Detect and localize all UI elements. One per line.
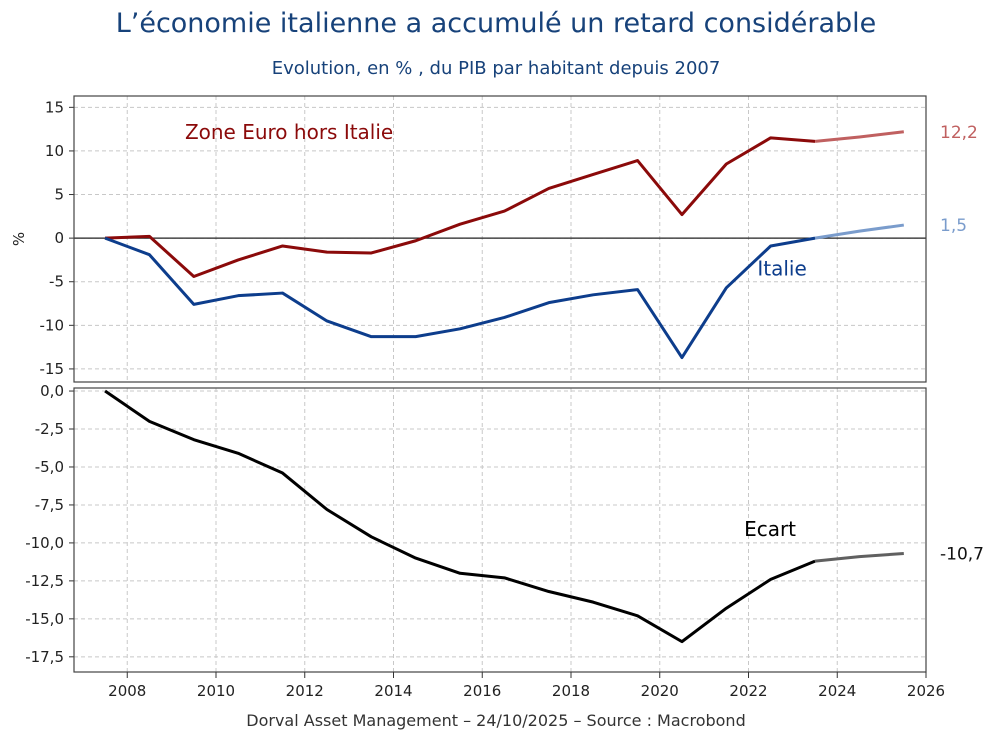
xtick-label: 2018 — [552, 682, 590, 700]
chart-subtitle: Evolution, en % , du PIB par habitant de… — [271, 58, 721, 79]
end-value-label-italie: 1,5 — [940, 216, 967, 236]
xtick-label: 2022 — [729, 682, 767, 700]
bottom-panel-ytick-label: 0,0 — [40, 382, 64, 400]
top-panel-ytick-label: 15 — [45, 98, 64, 116]
bottom-panel-ytick-label: -12,5 — [25, 572, 64, 590]
series-label-zone-euro-hors-italie: Zone Euro hors Italie — [185, 120, 393, 144]
xtick-label: 2012 — [286, 682, 324, 700]
top-panel-ytick-label: 0 — [54, 229, 64, 247]
xtick-label: 2020 — [641, 682, 679, 700]
bottom-panel-frame — [73, 387, 927, 673]
bottom-panel-ytick-label: -17,5 — [25, 648, 64, 666]
end-value-label-zone-euro-hors-italie: 12,2 — [940, 123, 978, 143]
xtick-label: 2016 — [463, 682, 501, 700]
bottom-panel-ytick-label: -15,0 — [25, 610, 64, 628]
xtick-label: 2008 — [108, 682, 146, 700]
bottom-panel-ytick-label: -10,0 — [25, 534, 64, 552]
bottom-panel-ytick-label: -5,0 — [35, 458, 64, 476]
end-value-label-ecart: -10,7 — [940, 545, 984, 565]
top-panel-ytick-label: -15 — [40, 360, 65, 378]
chart-footer-source: Dorval Asset Management – 24/10/2025 – S… — [246, 711, 746, 730]
series-line-ecart — [104, 389, 816, 644]
series-label-ecart: Ecart — [744, 517, 796, 541]
top-panel-ytick-label: -10 — [40, 316, 65, 334]
xtick-label: 2014 — [374, 682, 412, 700]
series-label-italie: Italie — [757, 257, 806, 281]
series-line-zone-euro-hors-italie — [105, 136, 816, 278]
series-forecast-line-ecart — [814, 552, 904, 563]
series-line-italie — [104, 236, 816, 360]
xtick-label: 2024 — [818, 682, 856, 700]
top-panel-ytick-label: 10 — [45, 142, 64, 160]
top-panel-ylabel: % — [10, 232, 28, 246]
series-forecast-line-zone-euro-hors-italie — [814, 130, 904, 143]
chart-title: L’économie italienne a accumulé un retar… — [115, 8, 877, 39]
top-panel-frame — [73, 95, 927, 383]
top-panel-ytick-label: -5 — [49, 273, 64, 291]
xtick-label: 2026 — [907, 682, 945, 700]
bottom-panel-ytick-label: -7,5 — [35, 496, 64, 514]
xtick-label: 2010 — [197, 682, 235, 700]
series-forecast-line-italie — [814, 223, 905, 240]
bottom-panel-ytick-label: -2,5 — [35, 420, 64, 438]
top-panel-ytick-label: 5 — [54, 186, 64, 204]
